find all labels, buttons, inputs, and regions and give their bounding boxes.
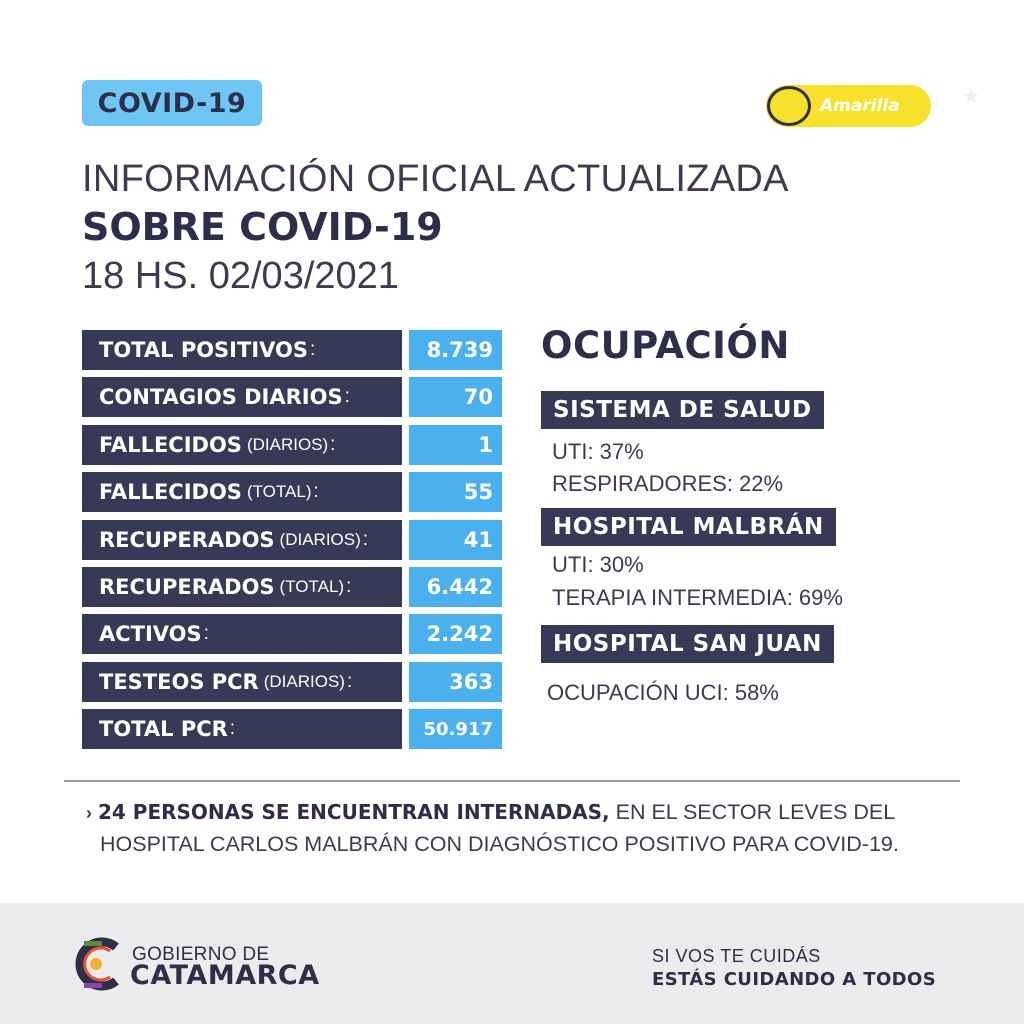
catamarca-logo-icon xyxy=(75,937,119,991)
divider xyxy=(64,780,960,782)
stat-value: 6.442 xyxy=(409,566,502,607)
section-heading-hospital-malbran: HOSPITAL MALBRÁN xyxy=(541,508,836,546)
stat-value: 363 xyxy=(409,661,502,702)
stat-value: 8.739 xyxy=(409,330,502,370)
section-line: UTI: 37% xyxy=(552,439,644,464)
section-heading-sistema-salud: SISTEMA DE SALUD xyxy=(541,391,824,429)
stat-row-total-pcr: TOTAL PCR: 50.917 xyxy=(82,709,502,750)
slogan-line-2: ESTÁS CUIDANDO A TODOS xyxy=(652,969,937,990)
stat-value: 41 xyxy=(409,519,502,560)
stat-row-fallecidos-diarios: FALLECIDOS (DIARIOS): 1 xyxy=(82,424,502,465)
stat-value: 70 xyxy=(409,377,502,418)
chevron-right-icon: › xyxy=(86,803,92,823)
stat-label: FALLECIDOS (TOTAL): xyxy=(82,472,402,513)
ocupacion-title: OCUPACIÓN xyxy=(541,324,790,367)
headline-line-1: INFORMACIÓN OFICIAL ACTUALIZADA xyxy=(82,158,789,200)
headline-line-2: SOBRE COVID-19 xyxy=(82,205,443,249)
stat-value: 55 xyxy=(409,472,502,513)
section-line: OCUPACIÓN UCI: 58% xyxy=(547,680,779,705)
covid-badge: COVID-19 xyxy=(82,80,262,126)
stat-row-recuperados-diarios: RECUPERADOS (DIARIOS): 41 xyxy=(82,519,502,560)
stat-label: CONTAGIOS DIARIOS: xyxy=(82,377,402,418)
note-rest: EN EL SECTOR LEVES DEL xyxy=(609,800,896,824)
section-line: UTI: 30% xyxy=(552,552,644,577)
stat-row-activos: ACTIVOS: 2.242 xyxy=(82,614,502,655)
footer xyxy=(0,903,1024,1024)
report-datetime: 18 HS. 02/03/2021 xyxy=(82,255,399,297)
stat-value: 1 xyxy=(409,424,502,465)
note-strong: 24 PERSONAS SE ENCUENTRAN INTERNADAS, xyxy=(97,800,610,824)
slogan-line-1: SI VOS TE CUIDÁS xyxy=(652,946,821,966)
stat-label: ACTIVOS: xyxy=(82,614,402,655)
stats-table: TOTAL POSITIVOS: 8.739 CONTAGIOS DIARIOS… xyxy=(82,330,502,757)
stat-label: TOTAL PCR: xyxy=(82,709,402,750)
stat-row-fallecidos-total: FALLECIDOS (TOTAL): 55 xyxy=(82,472,502,513)
stat-label: RECUPERADOS (DIARIOS): xyxy=(82,519,402,560)
stat-row-testeos-pcr: TESTEOS PCR (DIARIOS): 363 xyxy=(82,661,502,702)
internment-note: › 24 PERSONAS SE ENCUENTRAN INTERNADAS, … xyxy=(86,797,956,860)
stat-row-recuperados-total: RECUPERADOS (TOTAL): 6.442 xyxy=(82,566,502,607)
section-heading-hospital-san-juan: HOSPITAL SAN JUAN xyxy=(541,625,834,663)
stat-label: RECUPERADOS (TOTAL): xyxy=(82,566,402,607)
section-line: TERAPIA INTERMEDIA: 69% xyxy=(552,585,843,610)
status-label: Amarilla xyxy=(820,96,900,116)
stat-value: 50.917 xyxy=(409,709,502,750)
stat-row-total-positivos: TOTAL POSITIVOS: 8.739 xyxy=(82,330,502,370)
epidemiological-status-toggle: Amarilla xyxy=(766,85,931,127)
logo-text-bottom: CATAMARCA xyxy=(130,960,320,991)
stat-label: TESTEOS PCR (DIARIOS): xyxy=(82,661,402,702)
section-line: RESPIRADORES: 22% xyxy=(552,471,784,496)
toggle-knob xyxy=(767,86,811,126)
stat-label: TOTAL POSITIVOS: xyxy=(82,330,402,370)
stat-row-contagios-diarios: CONTAGIOS DIARIOS: 70 xyxy=(82,377,502,418)
note-line-2: HOSPITAL CARLOS MALBRÁN CON DIAGNÓSTICO … xyxy=(100,832,899,856)
stat-value: 2.242 xyxy=(409,614,502,655)
stat-label: FALLECIDOS (DIARIOS): xyxy=(82,424,402,465)
star-icon: ★ xyxy=(962,86,980,108)
logo-text-top: GOBIERNO DE xyxy=(132,944,270,965)
